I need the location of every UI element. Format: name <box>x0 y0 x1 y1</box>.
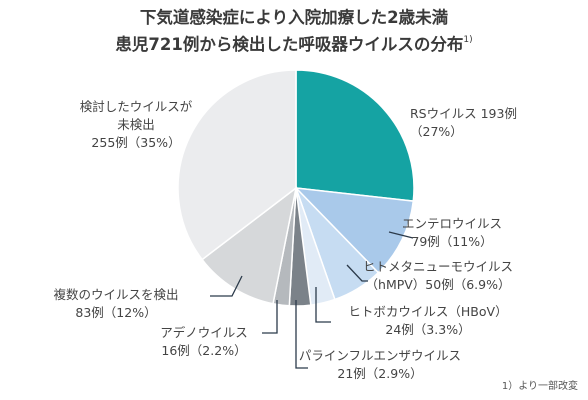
slice-label-6-line-1: 83例（12%） <box>75 305 156 320</box>
slice-label-2: ヒトメタニューモウイルス （hMPV）50例（6.9%） <box>363 259 513 292</box>
leader-line-1 <box>388 231 414 239</box>
slice-label-1: エンテロウイルス 79例（11%） <box>402 216 502 249</box>
reference-mark: 1) <box>463 35 473 45</box>
leader-line-4 <box>295 300 308 369</box>
chart-title-line2: 患児721例から検出した呼吸器ウイルスの分布1) <box>0 29 588 56</box>
leader-line-5 <box>262 300 278 334</box>
chart-title-line2-text: 患児721例から検出した呼吸器ウイルスの分布 <box>115 35 464 54</box>
slice-label-7-line-2: 255例（35%） <box>91 135 180 150</box>
slice-label-0-line-1: （27%） <box>410 124 463 139</box>
leader-line-2 <box>346 264 368 282</box>
footnote: 1）より一部改変 <box>501 381 578 392</box>
pie-slice-0 <box>295 69 415 202</box>
chart-title-line1: 下気道感染症により入院加療した2歳未満 <box>139 8 449 27</box>
pie-slice-7 <box>177 69 297 261</box>
slice-label-7-line-0: 検討したウイルスが <box>80 99 193 114</box>
slice-label-1-line-0: エンテロウイルス <box>402 216 502 231</box>
pie-slice-1 <box>294 187 415 274</box>
slice-label-1-line-1: 79例（11%） <box>411 234 492 249</box>
pie-slice-6 <box>201 186 298 305</box>
slice-label-7: 検討したウイルスが未検出 255例（35%） <box>80 99 193 150</box>
slice-label-3-line-1: 24例（3.3%） <box>385 322 470 337</box>
slice-label-5: アデノウイルス 16例（2.2%） <box>160 325 248 358</box>
leader-line-3 <box>315 287 331 323</box>
leader-line-6 <box>210 275 243 297</box>
slice-label-0-line-0: RSウイルス 193例 <box>410 106 517 121</box>
slice-label-3-line-0: ヒトボカウイルス（HBoV） <box>348 304 507 319</box>
slice-label-2-line-1: （hMPV）50例（6.9%） <box>366 277 511 292</box>
slice-label-4-line-0: パラインフルエンザウイルス <box>299 348 461 363</box>
slice-label-4: パラインフルエンザウイルス 21例（2.9%） <box>299 348 461 381</box>
slice-label-6-line-0: 複数のウイルスを検出 <box>53 287 178 302</box>
slice-label-4-line-1: 21例（2.9%） <box>337 366 422 381</box>
slice-label-7-line-1: 未検出 <box>117 117 155 132</box>
slice-label-5-line-1: 16例（2.2%） <box>161 343 246 358</box>
slice-label-5-line-0: アデノウイルス <box>160 325 248 340</box>
slice-label-6: 複数のウイルスを検出 83例（12%） <box>53 287 178 320</box>
slice-label-2-line-0: ヒトメタニューモウイルス <box>363 259 513 274</box>
slice-label-0: RSウイルス 193例 （27%） <box>410 106 517 139</box>
chart-title: 下気道感染症により入院加療した2歳未満 患児721例から検出した呼吸器ウイルスの… <box>0 6 588 56</box>
slice-label-3: ヒトボカウイルス（HBoV） 24例（3.3%） <box>348 304 507 337</box>
